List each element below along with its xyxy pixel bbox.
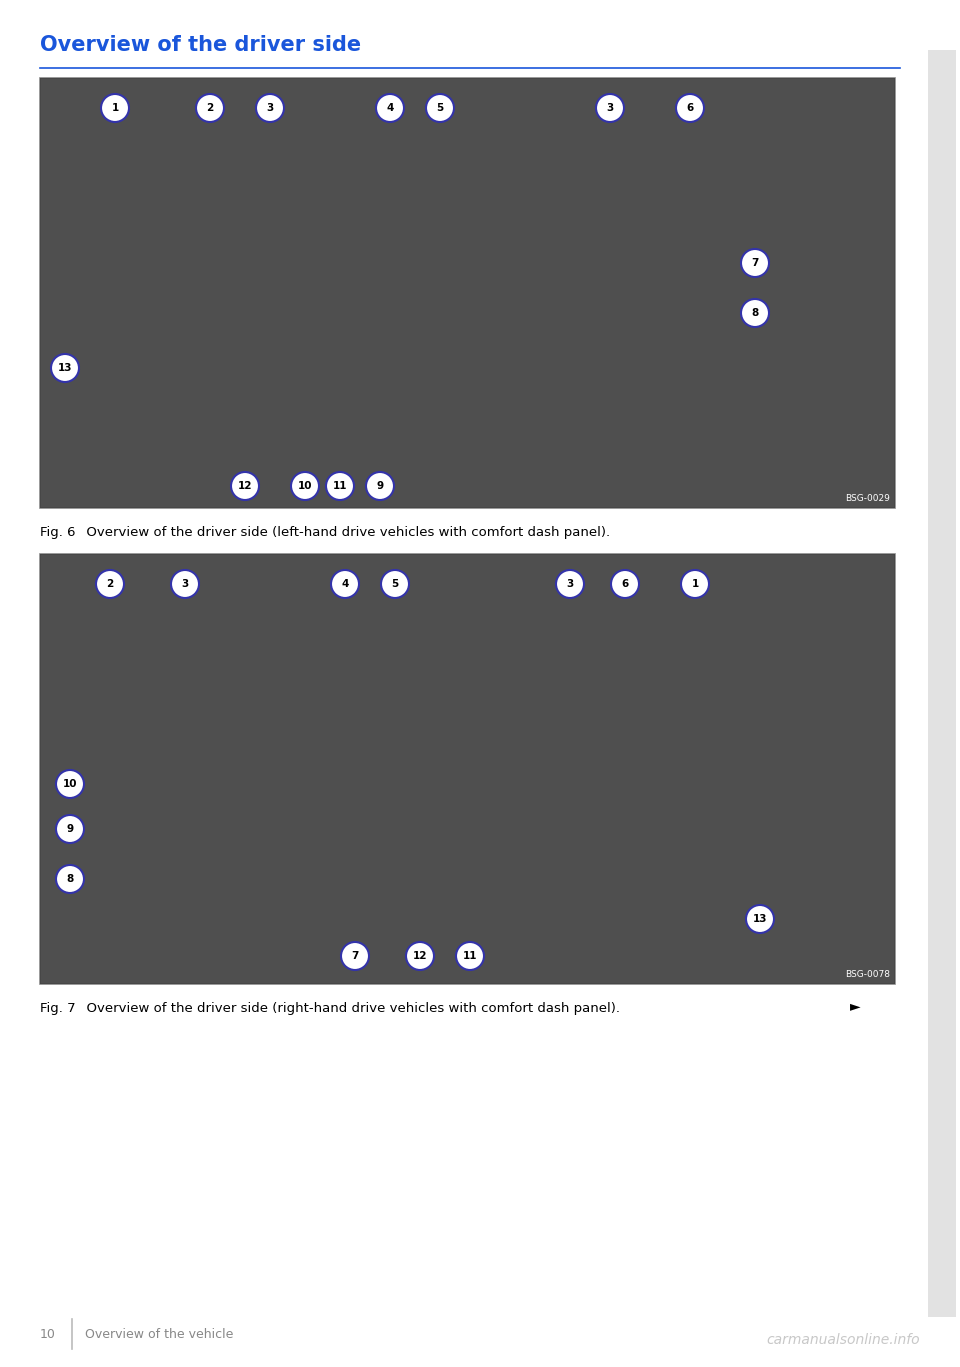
Text: BSG-0078: BSG-0078	[845, 971, 890, 979]
Text: 11: 11	[463, 951, 477, 961]
Text: 10: 10	[62, 779, 77, 789]
Circle shape	[556, 570, 584, 597]
Text: ►: ►	[850, 999, 860, 1013]
Text: 12: 12	[238, 481, 252, 491]
FancyBboxPatch shape	[40, 78, 895, 509]
Text: 13: 13	[58, 364, 72, 373]
Text: 6: 6	[686, 103, 694, 113]
Circle shape	[741, 249, 769, 278]
Text: 3: 3	[566, 580, 574, 589]
Text: 10: 10	[40, 1327, 56, 1341]
Circle shape	[96, 570, 124, 597]
Circle shape	[326, 472, 354, 500]
Text: 1: 1	[691, 580, 699, 589]
Circle shape	[426, 94, 454, 122]
Circle shape	[171, 570, 199, 597]
Text: 7: 7	[351, 951, 359, 961]
Text: 11: 11	[333, 481, 348, 491]
Circle shape	[101, 94, 129, 122]
Circle shape	[56, 865, 84, 893]
Circle shape	[51, 354, 79, 381]
Circle shape	[341, 942, 369, 971]
Text: 12: 12	[413, 951, 427, 961]
Circle shape	[376, 94, 404, 122]
Circle shape	[291, 472, 319, 500]
FancyBboxPatch shape	[928, 51, 956, 1316]
Text: 8: 8	[752, 308, 758, 319]
Circle shape	[331, 570, 359, 597]
Text: 5: 5	[392, 580, 398, 589]
Text: Overview of the driver side: Overview of the driver side	[40, 36, 361, 55]
FancyBboxPatch shape	[40, 554, 895, 984]
Circle shape	[746, 905, 774, 934]
Text: 4: 4	[342, 580, 348, 589]
Text: 10: 10	[298, 481, 312, 491]
Text: 3: 3	[607, 103, 613, 113]
Text: Fig. 7  Overview of the driver side (right-hand drive vehicles with comfort dash: Fig. 7 Overview of the driver side (righ…	[40, 1002, 620, 1016]
Circle shape	[676, 94, 704, 122]
Text: 2: 2	[206, 103, 214, 113]
Text: 4: 4	[386, 103, 394, 113]
Circle shape	[231, 472, 259, 500]
Circle shape	[196, 94, 224, 122]
Circle shape	[366, 472, 394, 500]
Text: carmanualsonline.info: carmanualsonline.info	[766, 1333, 920, 1346]
Text: 6: 6	[621, 580, 629, 589]
Text: Overview of the vehicle: Overview of the vehicle	[85, 1327, 233, 1341]
Text: 3: 3	[266, 103, 274, 113]
Circle shape	[56, 815, 84, 843]
Circle shape	[406, 942, 434, 971]
Circle shape	[741, 299, 769, 327]
FancyBboxPatch shape	[40, 554, 895, 984]
Text: 8: 8	[66, 874, 74, 884]
Text: 13: 13	[753, 915, 767, 924]
Circle shape	[56, 770, 84, 798]
Text: BSG-0029: BSG-0029	[845, 493, 890, 503]
Text: Fig. 6  Overview of the driver side (left-hand drive vehicles with comfort dash : Fig. 6 Overview of the driver side (left…	[40, 526, 611, 539]
Circle shape	[256, 94, 284, 122]
Circle shape	[611, 570, 639, 597]
Text: 9: 9	[376, 481, 384, 491]
Text: 3: 3	[181, 580, 188, 589]
Circle shape	[456, 942, 484, 971]
Text: 2: 2	[107, 580, 113, 589]
Circle shape	[596, 94, 624, 122]
Text: 1: 1	[111, 103, 119, 113]
Text: 7: 7	[752, 258, 758, 268]
Text: 5: 5	[437, 103, 444, 113]
Text: 9: 9	[66, 824, 74, 834]
Circle shape	[381, 570, 409, 597]
Circle shape	[681, 570, 709, 597]
FancyBboxPatch shape	[40, 78, 895, 509]
